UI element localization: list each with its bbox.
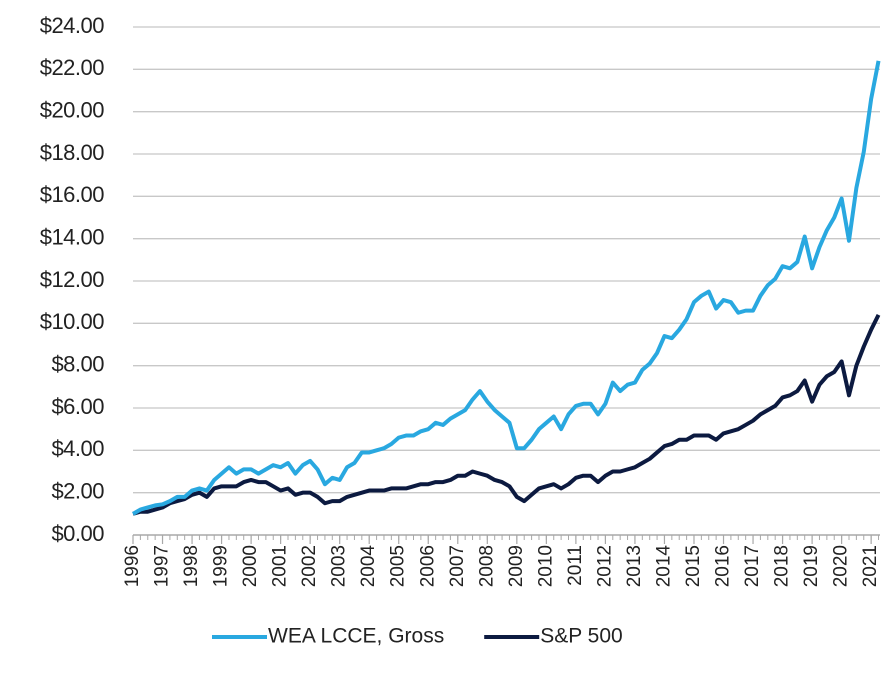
series-line <box>132 60 881 516</box>
series-line <box>132 313 881 516</box>
x-tick-label: 2010 <box>535 545 556 587</box>
x-tick-label: 2020 <box>831 545 852 587</box>
x-tick-label: 2002 <box>299 545 320 587</box>
x-tick-label: 2006 <box>417 545 438 587</box>
y-tick-label: $16.00 <box>40 182 105 207</box>
y-tick-label: $22.00 <box>40 55 105 80</box>
x-tick-label: 2019 <box>801 545 822 587</box>
x-tick-label: 2018 <box>772 545 793 587</box>
x-tick-label: 2005 <box>388 545 409 587</box>
y-tick-label: $14.00 <box>40 224 105 249</box>
y-tick-label: $10.00 <box>40 309 105 334</box>
x-tick-label: 2012 <box>594 545 615 587</box>
y-tick-label: $18.00 <box>40 140 105 165</box>
y-tick-label: $8.00 <box>51 351 104 376</box>
x-tick-label: 2014 <box>653 545 674 588</box>
x-tick-label: 1998 <box>181 545 202 587</box>
y-tick-label: $6.00 <box>51 394 104 419</box>
y-tick-label: $2.00 <box>51 478 104 503</box>
x-tick-label: 1999 <box>211 545 232 587</box>
x-tick-label: 1996 <box>122 545 143 587</box>
legend-label: S&P 500 <box>540 625 623 648</box>
x-tick-label: 2009 <box>506 545 527 587</box>
x-tick-label: 2004 <box>358 545 379 588</box>
x-tick-label: 2011 <box>565 545 586 586</box>
y-tick-label: $0.00 <box>51 521 104 546</box>
x-tick-label: 2001 <box>270 545 291 587</box>
x-tick-label: 2013 <box>624 545 645 587</box>
y-tick-label: $24.00 <box>40 13 105 38</box>
legend-label: WEA LCCE, Gross <box>268 625 444 648</box>
x-tick-label: 2007 <box>447 545 468 587</box>
x-tick-label: 2021 <box>860 545 881 587</box>
y-tick-label: $4.00 <box>51 436 104 461</box>
x-tick-label: 1997 <box>152 545 173 587</box>
y-tick-label: $12.00 <box>40 267 105 292</box>
x-tick-label: 2008 <box>476 545 497 587</box>
x-tick-label: 2000 <box>240 545 261 587</box>
y-tick-label: $20.00 <box>40 97 105 122</box>
x-tick-label: 2017 <box>742 545 763 587</box>
x-tick-label: 2015 <box>683 545 704 587</box>
x-tick-label: 2003 <box>329 545 350 587</box>
x-tick-label: 2016 <box>713 545 734 587</box>
